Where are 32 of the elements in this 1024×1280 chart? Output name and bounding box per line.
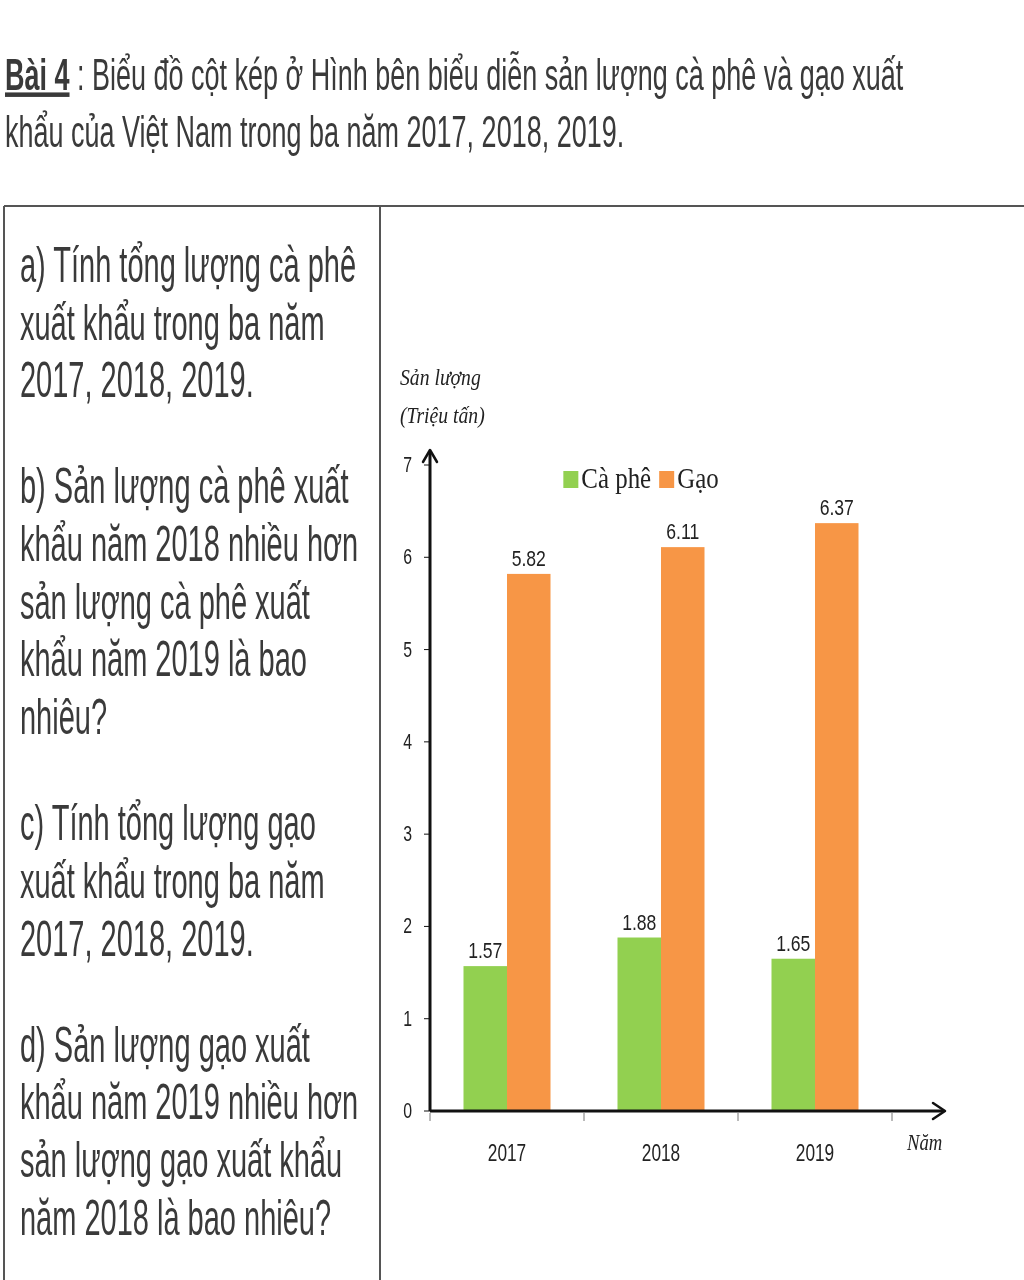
data-label: 1.57	[468, 938, 503, 963]
y-tick-label: 3	[403, 821, 412, 846]
bar	[771, 958, 815, 1111]
bar	[463, 966, 507, 1111]
y-tick-label: 7	[403, 452, 412, 477]
y-tick-label: 4	[403, 729, 413, 754]
data-label: 1.65	[776, 930, 811, 956]
chart-title: Bài 4 : Biểu đồ cột kép ở Hình bên biểu diễn sản lượng cà phê và gạo xuất khẩu của Việt Nam trong ba năm 2017, 2018, 2019.	[5, 48, 904, 157]
data-label: 6.37	[819, 495, 854, 520]
y-axis-title: Sản lượng (Triệu tấn)	[400, 363, 485, 429]
x-axis-title: Năm	[906, 1128, 943, 1156]
x-tick-label: 2017	[487, 1139, 527, 1166]
bar	[815, 523, 859, 1111]
bar	[617, 937, 661, 1111]
legend-label: Cà phê	[581, 460, 652, 495]
data-label: 6.11	[666, 519, 700, 544]
text: a) Tính tổng lượng cà phê xuất khẩu trong ba năm 2017, 2018, 2019.	[20, 236, 357, 409]
y-tick-label: 1	[403, 1006, 412, 1031]
legend-label: Gạo	[677, 460, 719, 495]
data-label: 1.88	[622, 909, 657, 934]
y-tick-label: 5	[403, 637, 412, 662]
bar	[507, 573, 551, 1111]
y-tick-label: 6	[403, 544, 412, 569]
x-tick-label: 2019	[795, 1139, 835, 1166]
y-tick-label: 0	[403, 1098, 412, 1123]
y-tick-label: 2	[403, 913, 412, 939]
text: c) Tính tổng lượng gạo xuất khẩu trong ba năm 2017, 2018, 2019.	[20, 794, 325, 967]
x-tick-label: 2018	[641, 1139, 681, 1166]
text: b) Sản lượng cà phê xuất khẩu năm 2018 nhiều hơn sản lượng cà phê xuất khẩu năm 2019 là bao nhiêu?	[20, 458, 359, 746]
bar	[661, 547, 705, 1111]
text: d) Sản lượng gạo xuất khẩu năm 2019 nhiều hơn sản lượng gạo xuất khẩu năm 2018 là bao nhiêu?	[20, 1016, 359, 1246]
data-label: 5.82	[511, 546, 546, 571]
